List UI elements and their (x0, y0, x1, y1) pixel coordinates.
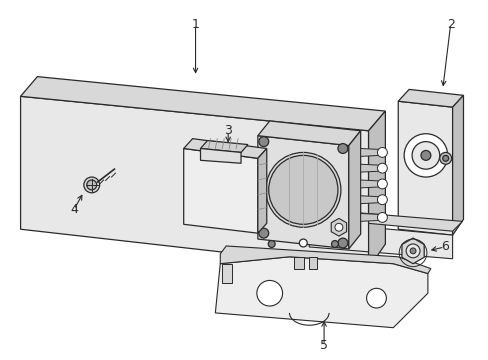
Circle shape (83, 177, 100, 193)
Polygon shape (360, 180, 380, 188)
Text: 2: 2 (446, 18, 454, 31)
Polygon shape (183, 148, 257, 233)
Text: 3: 3 (224, 124, 232, 137)
Circle shape (299, 239, 306, 247)
Circle shape (268, 240, 275, 247)
Polygon shape (360, 213, 380, 221)
Polygon shape (308, 210, 462, 231)
Text: 4: 4 (70, 203, 78, 216)
Polygon shape (20, 77, 385, 131)
Circle shape (377, 179, 386, 189)
Polygon shape (257, 136, 348, 249)
Circle shape (411, 141, 439, 169)
Polygon shape (360, 196, 380, 204)
Circle shape (420, 150, 430, 160)
Circle shape (265, 152, 340, 227)
Text: 1: 1 (191, 18, 199, 31)
Polygon shape (222, 264, 232, 283)
Polygon shape (401, 238, 423, 264)
Polygon shape (397, 101, 452, 235)
Circle shape (334, 223, 342, 231)
Polygon shape (257, 121, 360, 145)
Polygon shape (183, 139, 266, 158)
Polygon shape (215, 257, 427, 328)
Polygon shape (308, 257, 317, 269)
Circle shape (337, 144, 347, 153)
Polygon shape (368, 111, 385, 269)
Polygon shape (200, 141, 247, 152)
Polygon shape (200, 148, 241, 163)
Polygon shape (308, 219, 452, 259)
Circle shape (256, 280, 282, 306)
Circle shape (258, 137, 268, 147)
Text: 5: 5 (320, 339, 327, 352)
Circle shape (409, 248, 415, 254)
Polygon shape (348, 131, 360, 249)
Circle shape (268, 156, 337, 224)
Polygon shape (360, 148, 380, 156)
Text: 6: 6 (440, 240, 447, 253)
Circle shape (404, 134, 447, 177)
Circle shape (337, 238, 347, 248)
Circle shape (406, 244, 419, 258)
Circle shape (377, 163, 386, 173)
Polygon shape (294, 257, 304, 269)
Polygon shape (330, 219, 346, 236)
Circle shape (442, 156, 447, 161)
Circle shape (87, 180, 97, 190)
Circle shape (377, 195, 386, 204)
Polygon shape (452, 95, 463, 235)
Polygon shape (397, 89, 463, 107)
Circle shape (377, 148, 386, 157)
Circle shape (366, 288, 386, 308)
Circle shape (331, 240, 338, 247)
Polygon shape (360, 164, 380, 172)
Polygon shape (257, 148, 266, 233)
Circle shape (439, 152, 451, 164)
Circle shape (377, 212, 386, 222)
Polygon shape (220, 246, 430, 274)
Circle shape (258, 228, 268, 238)
Polygon shape (20, 96, 368, 269)
